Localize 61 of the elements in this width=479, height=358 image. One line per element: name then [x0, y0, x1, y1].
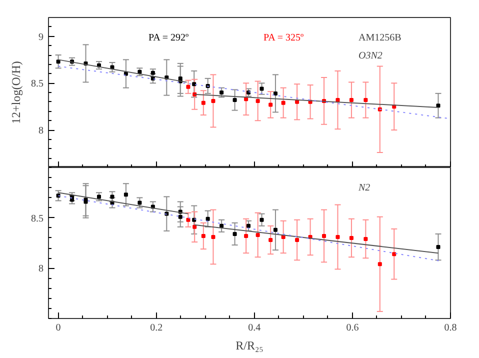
- point: [256, 98, 260, 103]
- text: PA = 325º: [264, 32, 304, 44]
- point: [244, 234, 248, 238]
- point: [178, 214, 182, 219]
- point: [349, 98, 354, 102]
- point: [232, 232, 237, 236]
- point: [56, 60, 60, 64]
- point: [206, 216, 210, 221]
- point: [192, 224, 197, 229]
- point: [364, 98, 368, 102]
- y-tick-label: 8.5: [31, 213, 44, 224]
- point: [192, 82, 196, 86]
- point: [211, 234, 216, 239]
- point: [138, 200, 142, 205]
- annotation: AM1256B: [358, 32, 402, 44]
- point: [211, 98, 216, 103]
- point: [436, 245, 440, 250]
- point: [295, 100, 300, 104]
- point: [220, 90, 224, 94]
- point: [273, 91, 278, 96]
- point: [186, 84, 190, 89]
- point: [268, 102, 273, 107]
- x-tick-label: 0.2: [150, 322, 163, 334]
- x-tick-label: 0.8: [444, 322, 457, 334]
- point: [322, 234, 326, 238]
- point: [349, 236, 354, 240]
- y-tick-label: 8: [38, 264, 44, 275]
- point: [201, 234, 206, 238]
- point: [232, 98, 237, 102]
- point: [220, 224, 224, 228]
- point: [246, 224, 251, 228]
- annotation: N2: [358, 182, 370, 194]
- point: [244, 97, 248, 102]
- point: [201, 100, 206, 105]
- point: [186, 218, 190, 222]
- point: [260, 218, 264, 222]
- point: [268, 238, 273, 242]
- point: [436, 104, 440, 108]
- y-axis-title: 12+log(O/H): [9, 61, 23, 124]
- point: [110, 65, 114, 70]
- x-tick-label: 0.6: [346, 322, 359, 334]
- x-axis-title: R/R₂₅: [236, 338, 264, 352]
- y-tick-label: 9: [38, 32, 44, 43]
- point: [336, 234, 340, 239]
- point: [392, 252, 396, 256]
- point: [124, 192, 128, 197]
- x-tick-label: 0: [56, 322, 61, 334]
- point: [281, 100, 286, 105]
- point: [336, 98, 340, 102]
- y-tick-label: 8.5: [31, 78, 44, 90]
- annotation: O3N2: [358, 50, 382, 62]
- point: [96, 194, 101, 199]
- y-tick-label: 8: [38, 126, 44, 136]
- point: [364, 236, 368, 241]
- point: [295, 238, 300, 242]
- point: [256, 232, 260, 237]
- point: [273, 228, 278, 232]
- point: [260, 86, 264, 91]
- text: PA = 292º: [148, 32, 189, 44]
- x-tick-label: 0.4: [248, 322, 261, 334]
- point: [378, 262, 382, 266]
